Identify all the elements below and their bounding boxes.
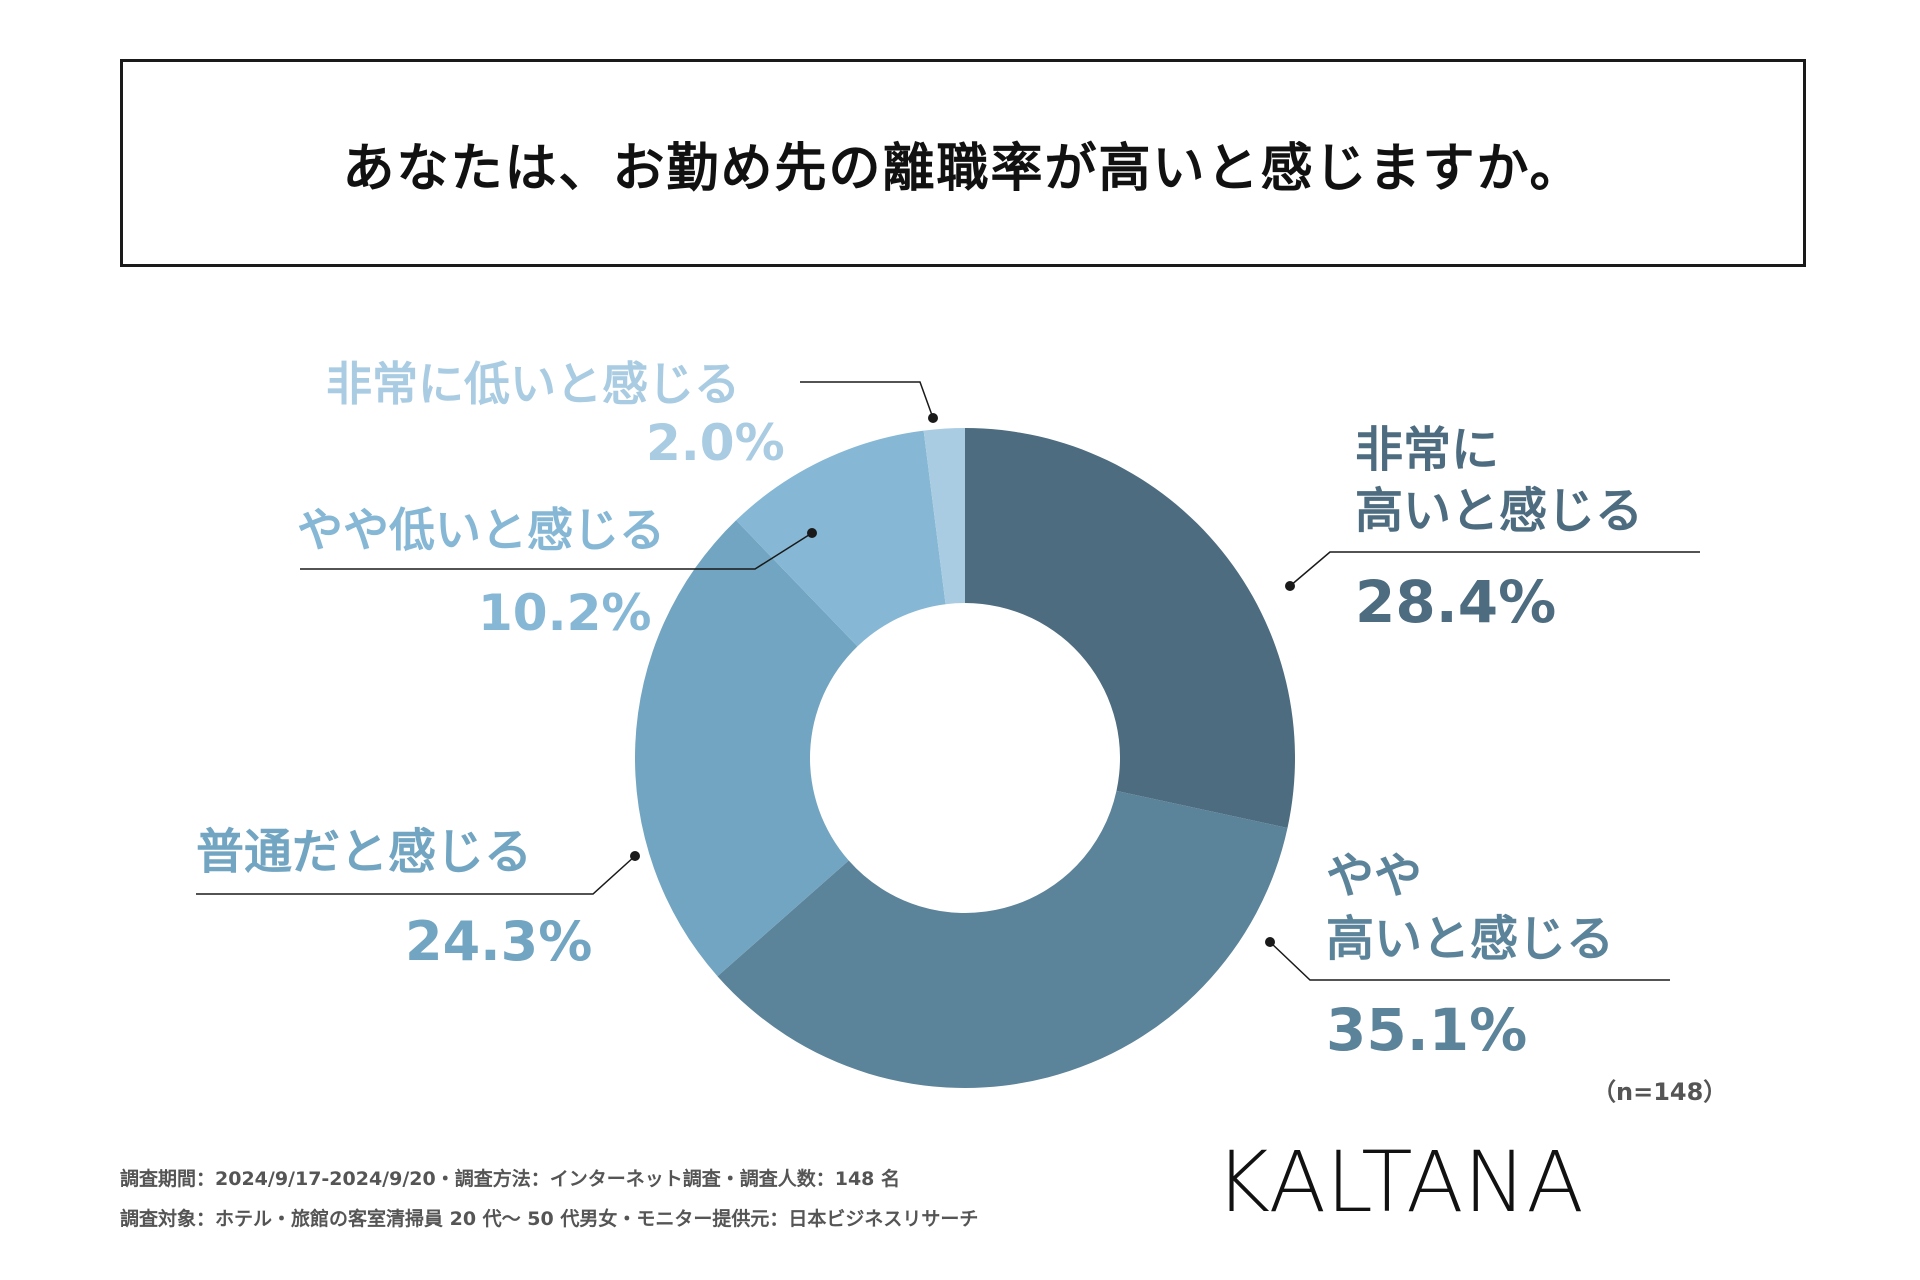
slice-label-3-line-0: やや低いと感じる [297,503,665,557]
slice-label-4-line-0: 非常に低いと感じる [326,357,740,411]
leader-line-3 [300,532,813,570]
donut-slice-0 [965,428,1295,828]
slice-label-1-line-1: 高いと感じる [1326,911,1614,967]
slice-label-0-line-0: 非常に [1355,422,1499,478]
slice-label-0-line-1: 高いと感じる [1355,483,1643,539]
sample-size: （n=148） [1592,1078,1728,1106]
donut-slice-2 [634,520,858,977]
leader-line-1 [1269,941,1670,981]
leader-dot-1 [1265,937,1275,947]
donut-slice-4 [923,428,965,605]
donut-slice-1 [717,790,1288,1088]
slice-value-4: 2.0% [646,414,785,472]
slice-value-2: 24.3% [405,910,592,973]
leader-line-0 [1289,551,1700,587]
leader-line-2 [196,855,636,895]
title-box: あなたは、お勤め先の離職率が高いと感じますか。 [120,59,1806,267]
slice-value-0: 28.4% [1355,568,1556,636]
survey-target-note: 調査対象：ホテル・旅館の客室清掃員 20 代〜 50 代男女・モニター提供元：日… [120,1208,979,1230]
donut-slice-3 [736,430,946,647]
slice-label-2-line-0: 普通だと感じる [196,824,532,880]
leader-line-4 [800,381,934,419]
slice-label-1-line-0: やや [1326,848,1422,904]
chart-title: あなたは、お勤め先の離職率が高いと感じますか。 [342,138,1584,199]
kaltana-logo: KALTANA [1215,1133,1584,1231]
survey-period-note: 調査期間：2024/9/17-2024/9/20・調査方法：インターネット調査・… [120,1168,901,1190]
leader-dot-2 [630,851,640,861]
leader-dot-3 [807,528,817,538]
slice-value-1: 35.1% [1326,996,1527,1064]
leader-dot-0 [1285,581,1295,591]
slice-value-3: 10.2% [478,584,651,642]
leader-dot-4 [928,413,938,423]
